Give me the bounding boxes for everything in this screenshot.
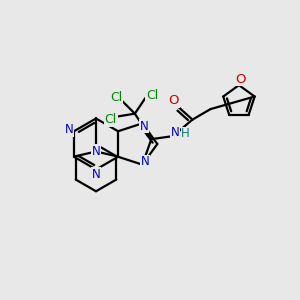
Text: Cl: Cl (105, 113, 117, 126)
Text: O: O (169, 94, 179, 107)
Text: O: O (235, 73, 246, 85)
Text: N: N (140, 120, 148, 133)
Text: N: N (92, 145, 100, 158)
Text: N: N (171, 126, 179, 139)
Text: H: H (181, 127, 190, 140)
Text: Cl: Cl (110, 91, 122, 104)
Text: N: N (141, 155, 150, 168)
Text: N: N (65, 123, 74, 136)
Text: Cl: Cl (146, 89, 158, 102)
Text: N: N (92, 167, 100, 181)
